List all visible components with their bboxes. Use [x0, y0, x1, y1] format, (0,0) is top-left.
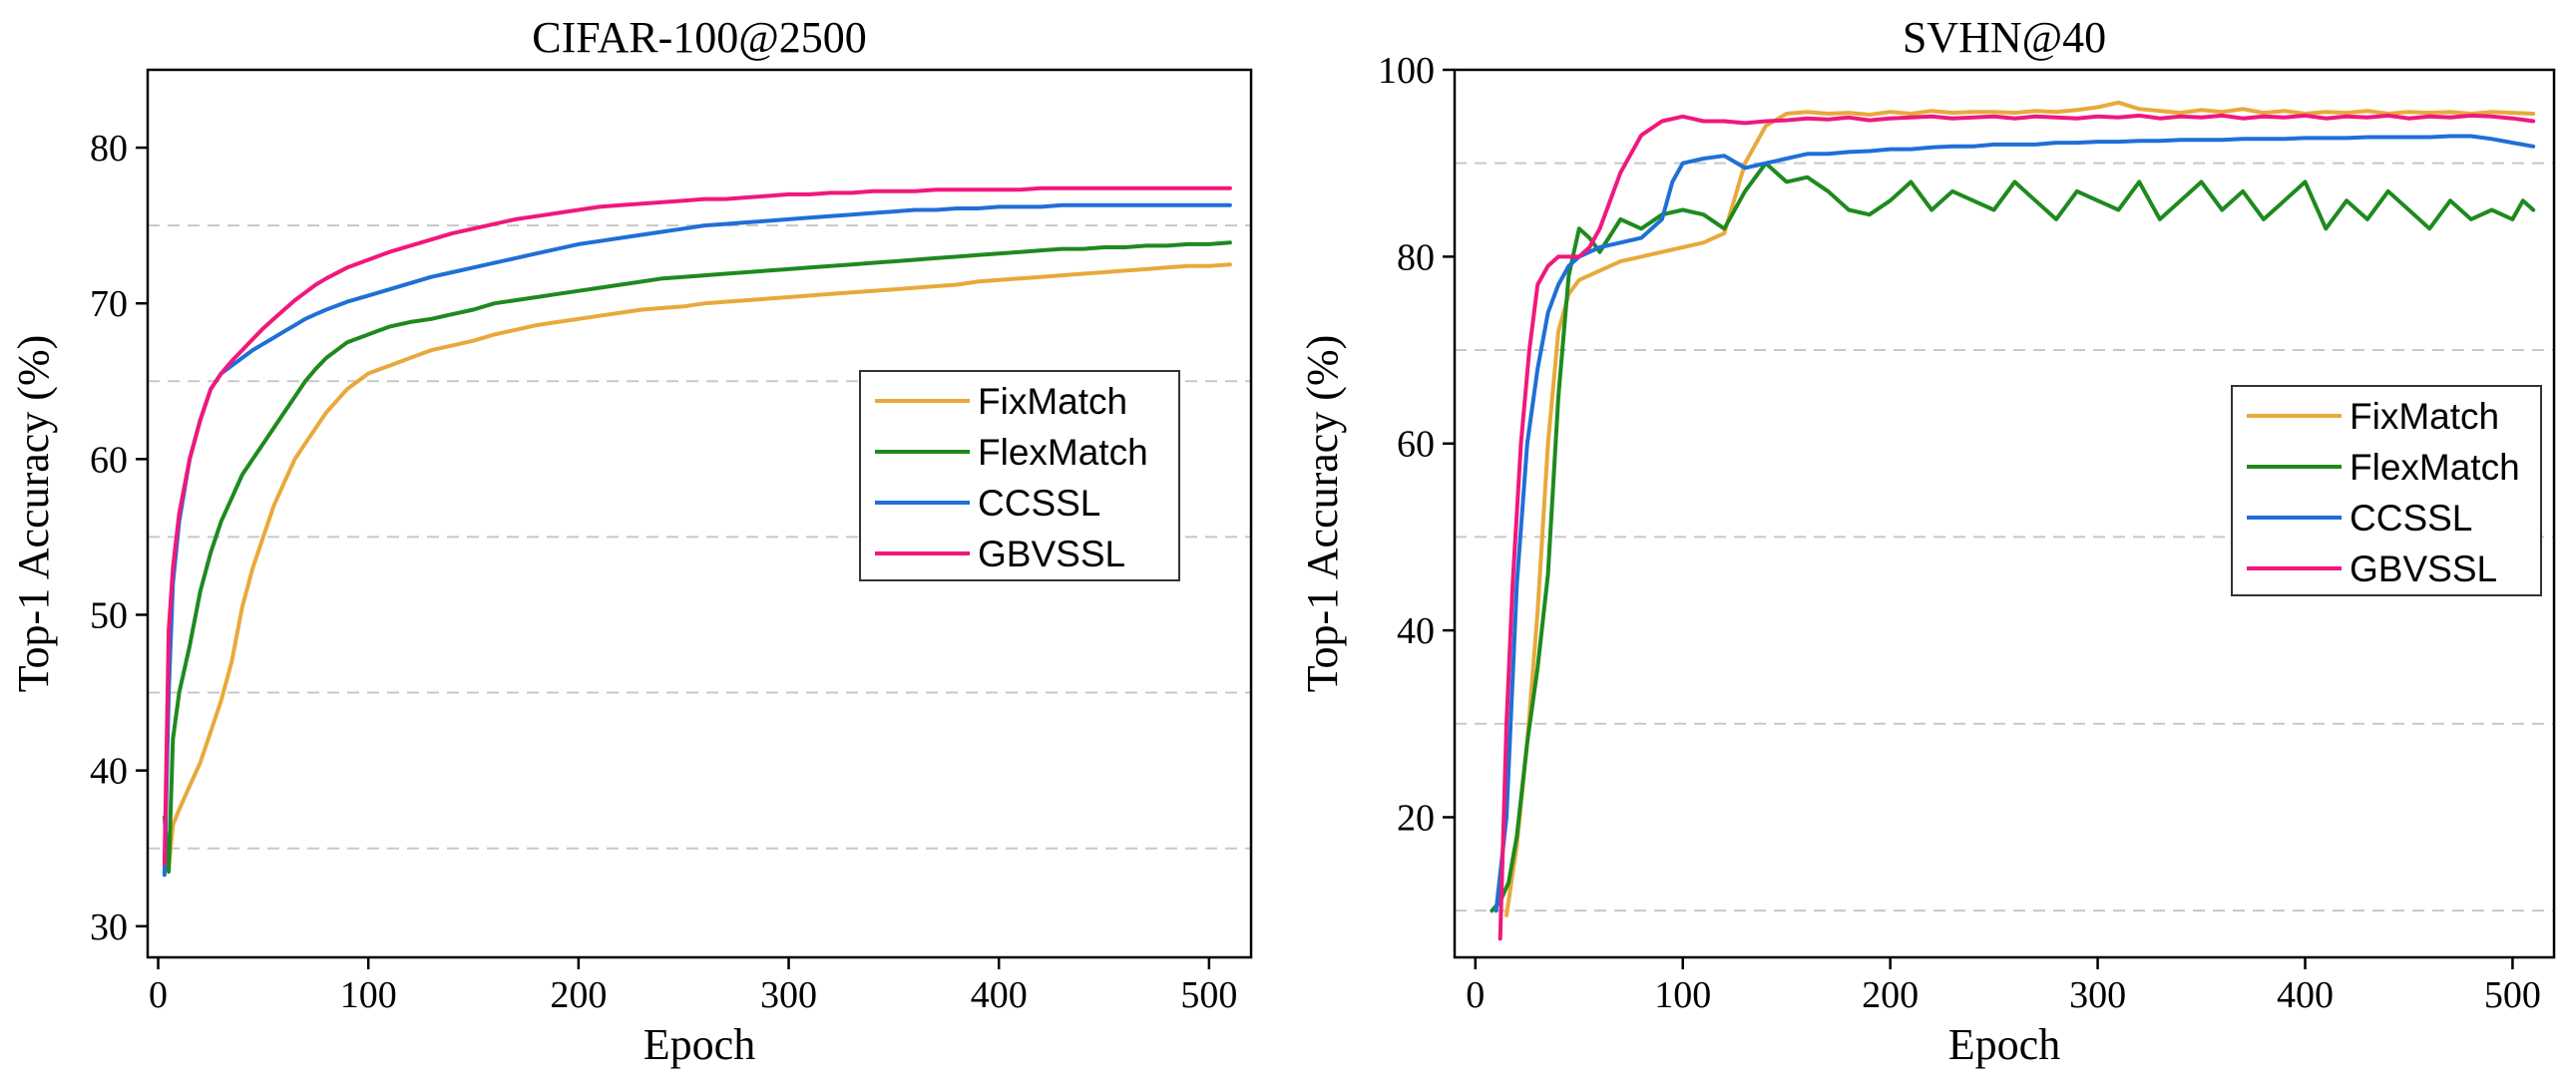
series-line-ccssl: [1494, 134, 2536, 913]
series-line-gbvssl: [162, 185, 1232, 867]
legend: FixMatch FlexMatch CCSSL GBVSSL: [859, 370, 1180, 581]
series-line-fixmatch: [1504, 100, 2536, 917]
x-tick-label: 200: [1862, 974, 1919, 1016]
legend-label-gbvssl: GBVSSL: [978, 534, 1125, 574]
plot-frame: [1453, 68, 2556, 959]
chart-title-cifar100: CIFAR-100@2500: [532, 13, 867, 62]
y-axis-label: Top-1 Accuracy (%): [9, 335, 58, 693]
chart-panel-cifar100: 0 100 200 300 400 500 30 40 50 60 70 80 CIFAR-100@25…: [9, 13, 1253, 1069]
x-tick-label: 400: [2277, 974, 2334, 1016]
chart-panel-svhn: 0 100 200 300 400 500 20 40 60 80 100 SVHN@40 Epoch T…: [1298, 13, 2556, 1069]
plot-frame: [146, 68, 1253, 959]
series-line-flexmatch: [1490, 161, 2536, 913]
legend-label-ccssl: CCSSL: [2350, 498, 2472, 539]
y-tick-label: 50: [90, 594, 128, 636]
x-tick-label: 100: [340, 974, 397, 1016]
y-tick-label: 70: [90, 283, 128, 325]
x-tick-label: 100: [1654, 974, 1711, 1016]
x-tick-label: 400: [971, 974, 1028, 1016]
y-tick-label: 40: [1397, 610, 1435, 652]
x-tick-label: 500: [2484, 974, 2541, 1016]
series-line-ccssl: [162, 202, 1232, 878]
x-tick-label: 300: [760, 974, 817, 1016]
y-tick-label: 80: [90, 128, 128, 170]
x-axis-label: Epoch: [644, 1020, 755, 1069]
legend-label-fixmatch: FixMatch: [978, 381, 1127, 422]
y-tick-label: 60: [1397, 424, 1435, 466]
legend-box: [859, 370, 1180, 581]
legend-label-fixmatch: FixMatch: [2350, 396, 2499, 437]
series-line-flexmatch: [162, 240, 1232, 875]
legend-label-flexmatch: FlexMatch: [978, 432, 1148, 473]
chart-title-svhn: SVHN@40: [1903, 13, 2106, 62]
x-axis-label: Epoch: [1948, 1020, 2060, 1069]
y-tick-label: 100: [1378, 50, 1435, 92]
y-tick-label: 40: [90, 751, 128, 793]
x-tick-label: 200: [550, 974, 607, 1016]
series-line-gbvssl: [1498, 113, 2536, 941]
legend-box: [2231, 385, 2542, 596]
legend-label-ccssl: CCSSL: [978, 483, 1100, 524]
y-axis-label: Top-1 Accuracy (%): [1298, 335, 1347, 693]
x-tick-label: 0: [1466, 974, 1485, 1016]
y-tick-label: 80: [1397, 236, 1435, 278]
x-tick-label: 0: [149, 974, 168, 1016]
legend-label-gbvssl: GBVSSL: [2350, 548, 2497, 589]
x-tick-label: 500: [1180, 974, 1237, 1016]
legend: FixMatch FlexMatch CCSSL GBVSSL: [2231, 385, 2542, 596]
y-tick-label: 60: [90, 439, 128, 481]
y-tick-label: 20: [1397, 797, 1435, 839]
legend-label-flexmatch: FlexMatch: [2350, 447, 2520, 488]
y-tick-label: 30: [90, 907, 128, 948]
series-line-fixmatch: [162, 262, 1232, 870]
x-tick-label: 300: [2069, 974, 2126, 1016]
